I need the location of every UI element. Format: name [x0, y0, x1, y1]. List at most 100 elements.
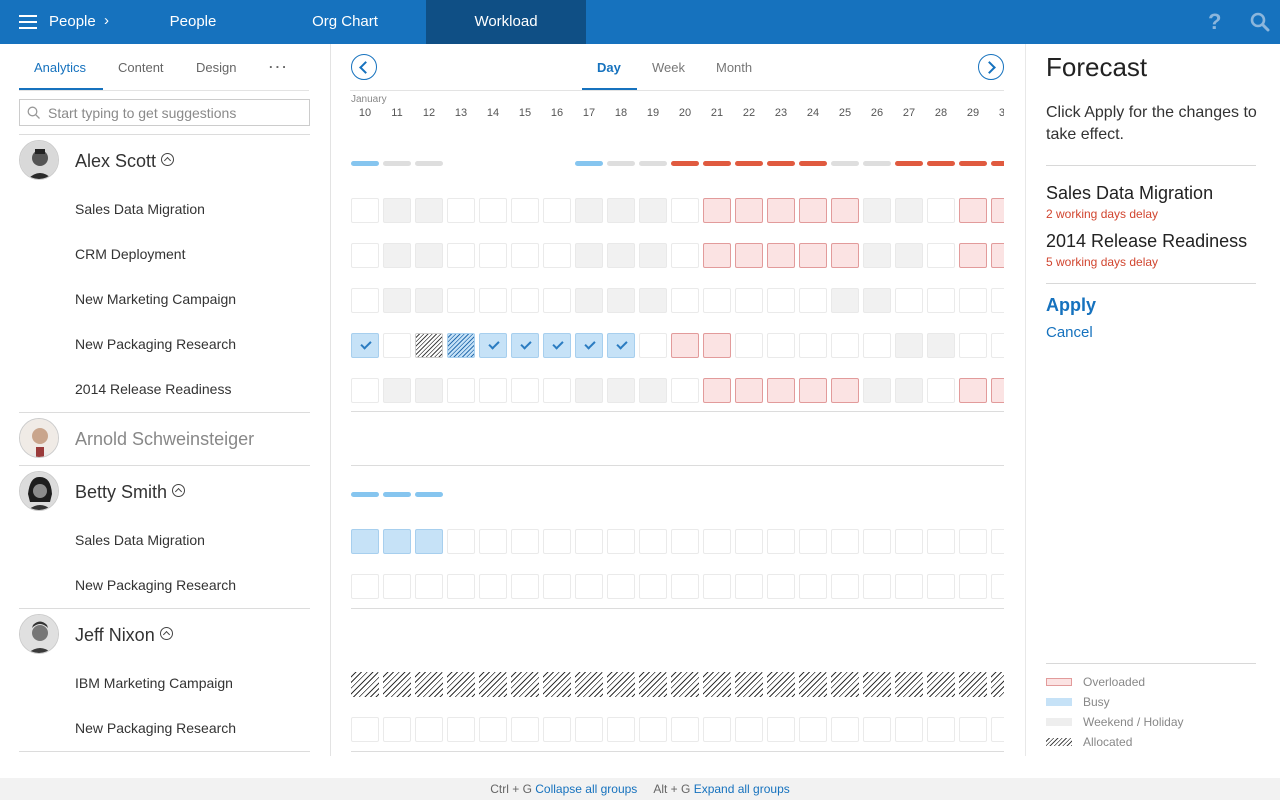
help-icon[interactable]: ? [1208, 9, 1222, 34]
tab-analytics[interactable]: Analytics [34, 60, 87, 75]
tab-content[interactable]: Content [118, 60, 164, 75]
day-cell[interactable] [735, 243, 763, 268]
day-cell[interactable] [607, 529, 635, 554]
day-cell[interactable] [703, 378, 731, 403]
day-cell[interactable] [575, 378, 603, 403]
day-cell[interactable] [575, 333, 603, 358]
search-field[interactable] [19, 99, 310, 126]
day-cell[interactable] [863, 198, 891, 223]
day-cell[interactable] [927, 717, 955, 742]
previous-period-button[interactable] [351, 54, 377, 80]
day-cell[interactable] [383, 529, 411, 554]
day-cell[interactable] [831, 333, 859, 358]
person-name-arnold-schweinsteiger[interactable]: Arnold Schweinsteiger [75, 429, 255, 449]
day-cell[interactable] [607, 717, 635, 742]
day-cell[interactable] [735, 198, 763, 223]
collapse-all-groups-link[interactable]: Collapse all groups [535, 782, 638, 796]
day-cell[interactable] [895, 529, 923, 554]
day-cell[interactable] [351, 198, 379, 223]
day-cell[interactable] [671, 288, 699, 313]
day-cell[interactable] [799, 333, 827, 358]
day-cell[interactable] [415, 288, 443, 313]
day-cell[interactable] [831, 243, 859, 268]
tab-workload[interactable]: Workload [426, 0, 586, 44]
day-cell[interactable] [447, 378, 475, 403]
day-cell[interactable] [415, 378, 443, 403]
tab-org-chart[interactable]: Org Chart [312, 13, 378, 30]
day-cell[interactable] [383, 198, 411, 223]
day-cell[interactable] [543, 198, 571, 223]
day-cell[interactable] [479, 672, 507, 697]
person-name-jeff-nixon[interactable]: Jeff Nixon [75, 625, 173, 646]
day-cell[interactable] [767, 574, 795, 599]
day-cell[interactable] [383, 378, 411, 403]
day-cell[interactable] [895, 198, 923, 223]
day-cell[interactable] [607, 288, 635, 313]
day-cell[interactable] [799, 529, 827, 554]
day-cell[interactable] [415, 243, 443, 268]
day-cell[interactable] [927, 672, 955, 697]
day-cell[interactable] [639, 288, 667, 313]
day-cell[interactable] [895, 288, 923, 313]
day-cell[interactable] [799, 378, 827, 403]
day-cell[interactable] [927, 198, 955, 223]
day-cell[interactable] [575, 529, 603, 554]
day-cell[interactable] [479, 333, 507, 358]
day-cell[interactable] [831, 574, 859, 599]
day-cell[interactable] [543, 333, 571, 358]
day-cell[interactable] [671, 574, 699, 599]
day-cell[interactable] [703, 717, 731, 742]
day-cell[interactable] [511, 288, 539, 313]
day-cell[interactable] [991, 717, 1004, 742]
day-cell[interactable] [479, 717, 507, 742]
day-cell[interactable] [575, 243, 603, 268]
day-cell[interactable] [863, 333, 891, 358]
day-cell[interactable] [863, 378, 891, 403]
collapse-icon[interactable] [172, 484, 186, 497]
day-cell[interactable] [639, 672, 667, 697]
day-cell[interactable] [383, 288, 411, 313]
day-cell[interactable] [863, 717, 891, 742]
project-item[interactable]: Sales Data Migration [75, 201, 205, 217]
day-cell[interactable] [991, 243, 1004, 268]
day-cell[interactable] [415, 333, 443, 358]
day-cell[interactable] [351, 574, 379, 599]
day-cell[interactable] [447, 198, 475, 223]
day-cell[interactable] [415, 672, 443, 697]
day-cell[interactable] [959, 198, 987, 223]
day-cell[interactable] [703, 243, 731, 268]
day-cell[interactable] [639, 333, 667, 358]
day-cell[interactable] [671, 198, 699, 223]
day-cell[interactable] [383, 574, 411, 599]
day-cell[interactable] [991, 574, 1004, 599]
day-cell[interactable] [607, 672, 635, 697]
day-cell[interactable] [351, 717, 379, 742]
search-icon[interactable] [1250, 12, 1270, 32]
day-cell[interactable] [895, 717, 923, 742]
day-cell[interactable] [447, 333, 475, 358]
day-cell[interactable] [607, 333, 635, 358]
day-cell[interactable] [927, 378, 955, 403]
view-week-tab[interactable]: Week [652, 60, 685, 75]
day-cell[interactable] [863, 288, 891, 313]
day-cell[interactable] [447, 288, 475, 313]
cancel-button[interactable]: Cancel [1046, 324, 1093, 341]
project-item[interactable]: New Marketing Campaign [75, 291, 237, 307]
day-cell[interactable] [479, 198, 507, 223]
app-title[interactable]: People [49, 13, 96, 30]
day-cell[interactable] [991, 529, 1004, 554]
day-cell[interactable] [511, 333, 539, 358]
day-cell[interactable] [447, 672, 475, 697]
day-cell[interactable] [895, 378, 923, 403]
day-cell[interactable] [511, 198, 539, 223]
day-cell[interactable] [735, 672, 763, 697]
day-cell[interactable] [927, 529, 955, 554]
more-tabs-button[interactable]: ... [269, 56, 289, 71]
day-cell[interactable] [831, 198, 859, 223]
day-cell[interactable] [767, 288, 795, 313]
day-cell[interactable] [863, 243, 891, 268]
day-cell[interactable] [671, 672, 699, 697]
view-day-tab[interactable]: Day [597, 60, 621, 75]
day-cell[interactable] [895, 243, 923, 268]
project-item[interactable]: Sales Data Migration [75, 532, 205, 548]
